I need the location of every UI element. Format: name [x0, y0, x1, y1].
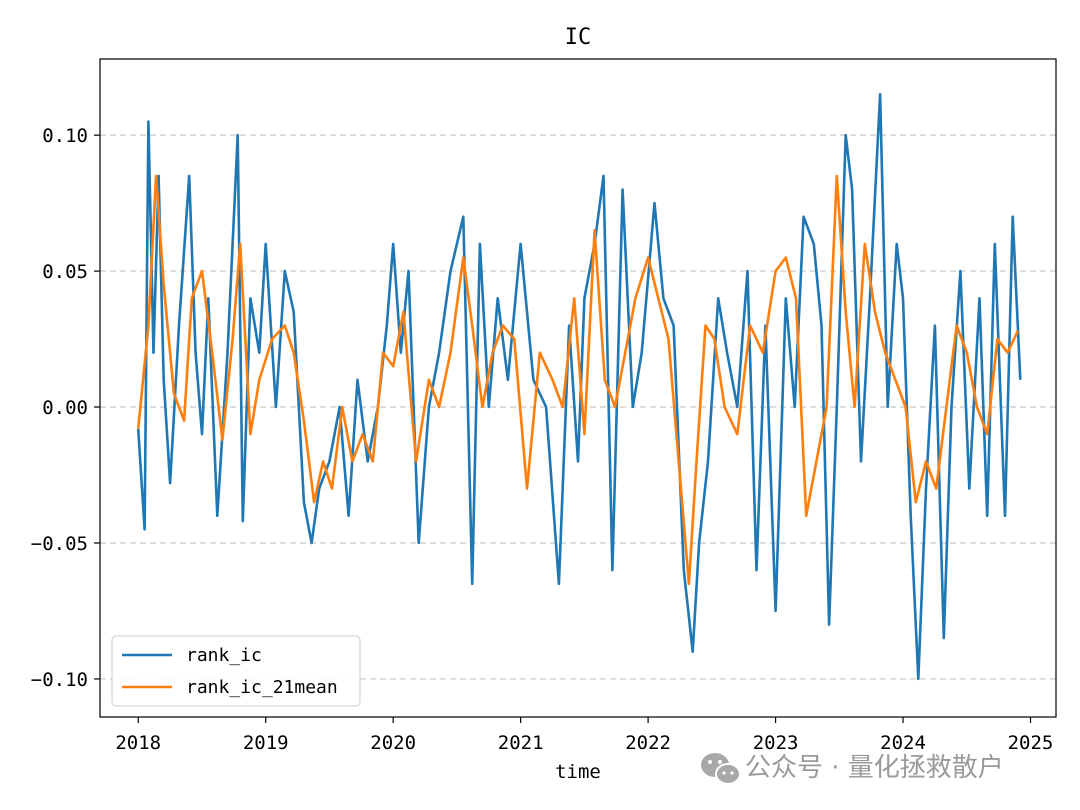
- legend: rank_ic rank_ic_21mean: [111, 635, 361, 707]
- x-axis-ticks: 2018 2019 2020 2021 2022 2023 2024 2025: [115, 717, 1053, 754]
- x-tick-label: 2019: [243, 732, 289, 754]
- y-tick-label: −0.10: [31, 669, 88, 691]
- y-tick-label: 0.00: [42, 397, 88, 419]
- wechat-icon: [701, 753, 741, 785]
- plot-frame: [99, 58, 1057, 718]
- x-axis-label: time: [555, 761, 601, 783]
- series-layer: [136, 93, 1022, 681]
- watermark: 公众号 · 量化拯救散户: [701, 753, 1004, 785]
- series-line-rank-ic: [136, 93, 1022, 681]
- legend-label-rank-ic-21mean: rank_ic_21mean: [186, 677, 338, 698]
- legend-label-rank-ic: rank_ic: [186, 645, 262, 666]
- y-gridlines: [100, 134, 1056, 680]
- x-tick-label: 2022: [625, 732, 671, 754]
- y-tick-label: −0.05: [31, 533, 88, 555]
- x-tick-label: 2018: [115, 732, 161, 754]
- x-tick-label: 2024: [880, 732, 926, 754]
- series-line-rank-ic-21mean: [136, 174, 1019, 586]
- x-tick-label: 2023: [753, 732, 799, 754]
- y-tick-label: 0.05: [42, 261, 88, 283]
- chart-title: IC: [565, 25, 592, 50]
- y-axis-ticks: −0.10 −0.05 0.00 0.05 0.10: [31, 125, 100, 691]
- x-tick-label: 2021: [498, 732, 544, 754]
- x-tick-label: 2025: [1008, 732, 1054, 754]
- x-tick-label: 2020: [370, 732, 416, 754]
- watermark-text: 公众号 · 量化拯救散户: [745, 753, 1004, 783]
- y-tick-label: 0.10: [42, 125, 88, 147]
